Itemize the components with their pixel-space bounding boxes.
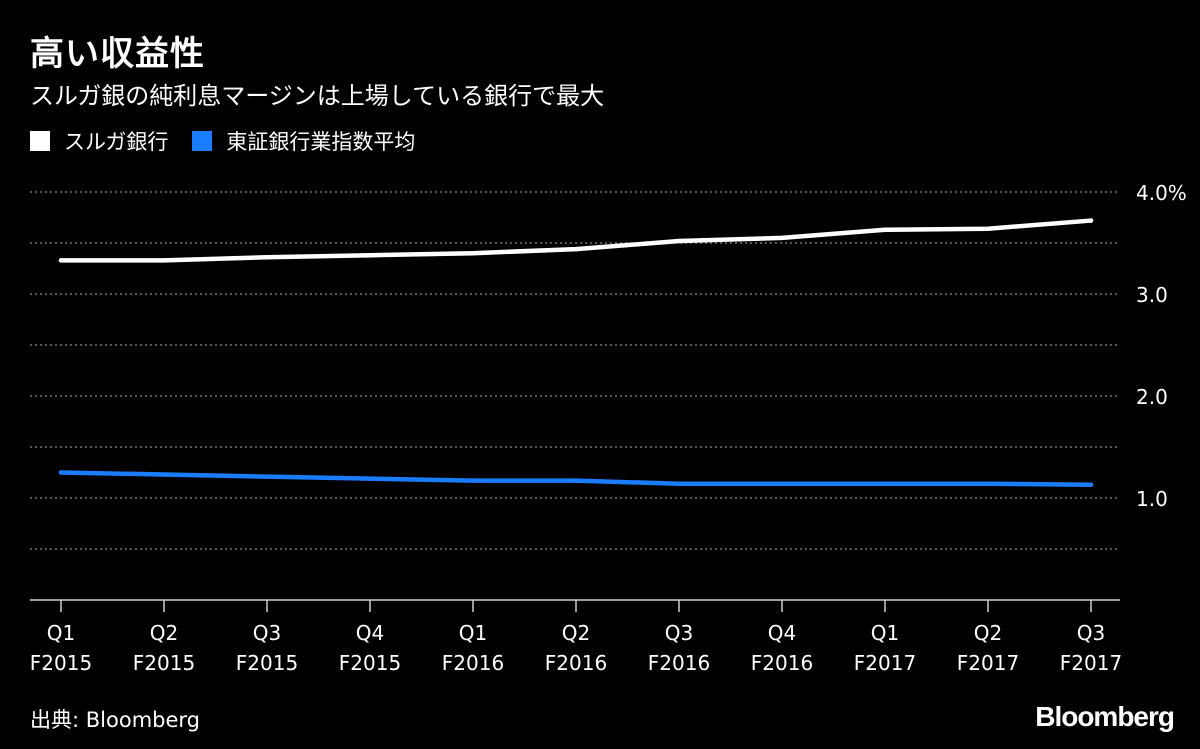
x-tick-label-quarter-9: Q2	[974, 621, 1002, 645]
x-tick-label-quarter-7: Q4	[768, 621, 796, 645]
data-point-s1-8	[882, 481, 888, 486]
x-tick-label-year-3: F2015	[339, 651, 401, 675]
data-point-s1-2	[264, 474, 270, 479]
y-tick-label-0: 4.0%	[1136, 181, 1187, 205]
source-note: 出典: Bloomberg	[30, 708, 200, 732]
series-line-0	[58, 218, 1094, 263]
data-point-s1-9	[985, 481, 991, 486]
legend-swatch-suruga	[30, 131, 50, 151]
data-point-s0-0	[58, 258, 64, 263]
data-point-s1-5	[573, 478, 579, 483]
chart-title: 高い収益性	[30, 34, 205, 74]
data-point-s0-2	[264, 255, 270, 260]
legend-label-suruga: スルガ銀行	[64, 130, 169, 154]
x-tick-label-year-9: F2017	[957, 651, 1019, 675]
x-tick-label-quarter-8: Q1	[871, 621, 899, 645]
data-point-s0-7	[779, 235, 785, 241]
x-tick-label-quarter-4: Q1	[459, 621, 487, 645]
x-tick-label-year-5: F2016	[545, 651, 607, 675]
data-point-s0-6	[676, 238, 682, 244]
x-tick-label-year-7: F2016	[751, 651, 813, 675]
legend-label-tse-bank-average: 東証銀行業指数平均	[226, 130, 416, 154]
x-tick-label-year-1: F2015	[133, 651, 195, 675]
data-point-s1-6	[676, 481, 682, 486]
x-tick-label-year-0: F2015	[30, 651, 92, 675]
data-point-s0-3	[367, 253, 373, 258]
data-point-s1-4	[470, 478, 476, 483]
data-point-s0-5	[573, 246, 579, 252]
data-point-s0-4	[470, 251, 476, 256]
x-tick-label-quarter-10: Q3	[1077, 621, 1105, 645]
data-point-s1-10	[1088, 482, 1094, 487]
x-tick-label-quarter-2: Q3	[253, 621, 281, 645]
x-tick-label-year-10: F2017	[1060, 651, 1122, 675]
legend-item-suruga: スルガ銀行	[30, 126, 168, 156]
legend: スルガ銀行 東証銀行業指数平均	[30, 126, 439, 156]
data-point-s1-3	[367, 476, 373, 481]
x-tick-label-quarter-3: Q4	[356, 621, 384, 645]
x-tick-label-quarter-1: Q2	[150, 621, 178, 645]
x-tick-label-year-8: F2017	[854, 651, 916, 675]
y-tick-label-3: 1.0	[1136, 487, 1168, 511]
x-tick-label-year-2: F2015	[236, 651, 298, 675]
data-point-s0-10	[1088, 218, 1094, 223]
chart-subtitle: スルガ銀の純利息マージンは上場している銀行で最大	[30, 82, 605, 110]
legend-item-tse-bank-average: 東証銀行業指数平均	[192, 126, 415, 156]
x-tick-label-quarter-5: Q2	[562, 621, 590, 645]
data-point-s0-8	[882, 227, 888, 232]
data-point-s1-0	[58, 470, 64, 475]
y-tick-label-2: 2.0	[1136, 385, 1168, 409]
x-tick-label-quarter-6: Q3	[665, 621, 693, 645]
x-tick-label-year-4: F2016	[442, 651, 504, 675]
x-tick-label-year-6: F2016	[648, 651, 710, 675]
bloomberg-logo: Bloomberg	[1035, 701, 1175, 732]
data-point-s0-1	[161, 258, 167, 263]
data-point-s1-7	[779, 481, 785, 486]
legend-swatch-tse-bank-average	[192, 131, 213, 151]
data-point-s0-9	[985, 226, 991, 231]
y-tick-label-1: 3.0	[1136, 283, 1168, 307]
x-tick-label-quarter-0: Q1	[47, 621, 75, 645]
data-point-s1-1	[161, 472, 167, 477]
